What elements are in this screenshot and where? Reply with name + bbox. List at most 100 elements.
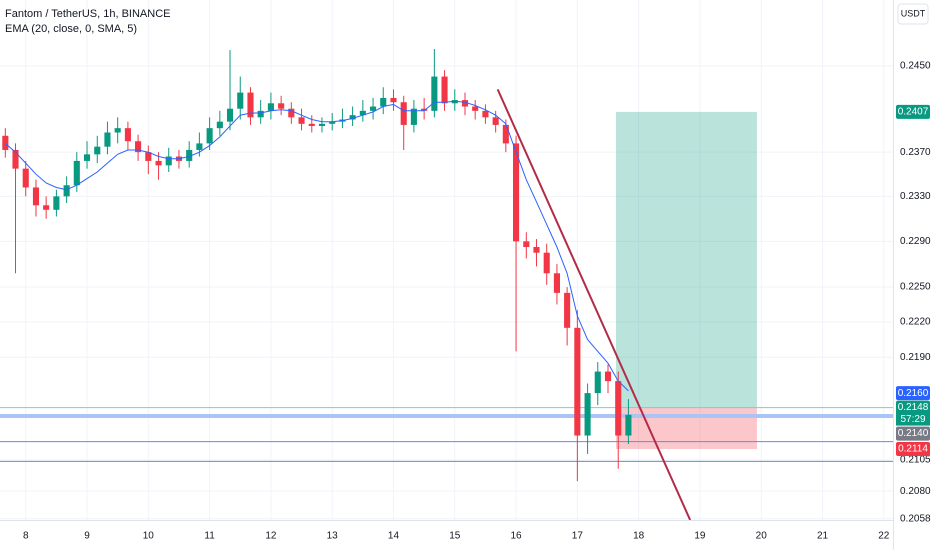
candle-body <box>482 110 489 118</box>
price-tag <box>896 104 930 119</box>
candle-body <box>237 92 244 109</box>
candle-body <box>155 160 162 166</box>
price-tag <box>896 400 930 415</box>
candle-body <box>257 110 264 118</box>
candle-body <box>247 92 254 118</box>
trend-line <box>496 88 692 520</box>
candle-body <box>145 152 152 161</box>
candle-body <box>543 252 550 274</box>
candle-body <box>380 97 387 107</box>
candle-body <box>604 371 612 382</box>
axes: 0.2450 0.2370 0.2330 0.2290 0.2250 0.2220 0.21… <box>23 61 931 542</box>
candle-body <box>226 108 234 122</box>
x-tick-label: 22 <box>878 531 890 542</box>
price-tag-label: 0.2140 <box>898 428 929 439</box>
y-tick-label: 0.2290 <box>900 236 931 247</box>
candle-body <box>615 381 622 436</box>
x-tick-label: 10 <box>143 531 155 542</box>
candle-body <box>135 141 142 153</box>
candle-body <box>594 371 601 394</box>
candle-body <box>584 393 591 436</box>
candle-body <box>12 149 19 169</box>
x-tick-label: 12 <box>265 531 277 542</box>
price-tag-label: 0.2148 <box>898 402 929 413</box>
plot-area <box>0 49 893 520</box>
candle-body <box>186 149 193 161</box>
candle-body <box>533 247 540 253</box>
candle-body <box>288 108 295 118</box>
x-tick-label: 9 <box>84 531 90 542</box>
candle-body <box>267 103 274 111</box>
x-tick-label: 21 <box>817 531 829 542</box>
x-tick-label: 11 <box>204 531 215 542</box>
x-tick-label: 15 <box>449 531 461 542</box>
x-tick-label: 16 <box>511 531 523 542</box>
price-tag <box>896 386 930 401</box>
x-tick-label: 20 <box>756 531 768 542</box>
loss-zone <box>615 407 757 450</box>
y-tick-label: 0.2220 <box>900 317 931 328</box>
candle-body <box>53 196 60 210</box>
currency-button[interactable] <box>897 3 929 25</box>
candle-body <box>32 187 40 206</box>
candle-body <box>43 205 50 210</box>
candle-body <box>410 108 417 125</box>
candle-body <box>298 117 305 124</box>
candle-body <box>124 128 131 142</box>
candle-body <box>492 117 499 125</box>
y-tick-label: 0.2450 <box>900 61 931 72</box>
x-tick-label: 17 <box>572 531 584 542</box>
ema-line <box>4 100 629 392</box>
price-tag-label: 0.2114 <box>898 444 928 455</box>
candle-body <box>22 168 29 188</box>
candle-body <box>216 121 223 129</box>
candle-body <box>461 100 469 107</box>
y-tick-label: 0.2105 <box>900 455 931 466</box>
profit-zone <box>615 111 757 408</box>
candle-body <box>574 327 581 436</box>
candle-body <box>196 143 203 150</box>
y-tick-label: 0.2330 <box>900 191 931 202</box>
y-tick-label: 0.2058 <box>900 513 931 524</box>
candle-body <box>359 110 366 116</box>
candle-body <box>104 132 111 147</box>
chart-title: Fantom / TetherUS, 1h, BINANCE <box>5 8 170 20</box>
candle-body <box>421 108 428 111</box>
candle-body <box>441 76 448 104</box>
y-tick-label: 0.2250 <box>900 282 931 293</box>
timer-tag <box>896 412 930 426</box>
candle-body <box>94 146 101 155</box>
candle-body <box>523 241 530 248</box>
candle-body <box>349 115 356 120</box>
candle-body <box>278 103 285 109</box>
currency-label: USDT <box>901 8 926 18</box>
x-tick-label: 18 <box>633 531 645 542</box>
candle-body <box>63 185 70 197</box>
candle-body <box>370 106 377 111</box>
candle-body <box>625 414 632 436</box>
x-tick-label: 13 <box>327 531 339 542</box>
candle-body <box>2 135 9 150</box>
candle-body <box>318 123 326 126</box>
timer-label: 57:29 <box>900 414 925 425</box>
candle-body <box>73 160 80 186</box>
candle-body <box>114 128 121 133</box>
candle-body <box>390 97 397 103</box>
y-tick-label: 0.2080 <box>900 486 931 497</box>
price-tag <box>896 442 930 457</box>
candle-body <box>472 106 479 111</box>
x-tick-label: 8 <box>23 531 29 542</box>
y-tick-label: 0.2370 <box>900 147 931 158</box>
x-tick-label: 14 <box>388 531 400 542</box>
price-tag <box>896 426 930 441</box>
price-tag-label: 0.2407 <box>898 107 929 118</box>
y-tick-label: 0.2190 <box>900 352 931 363</box>
candle-body <box>206 128 213 144</box>
price-tag-label: 0.2160 <box>898 388 929 399</box>
candle-body <box>553 273 560 293</box>
candle-body <box>400 102 407 125</box>
candle-body <box>513 143 520 242</box>
